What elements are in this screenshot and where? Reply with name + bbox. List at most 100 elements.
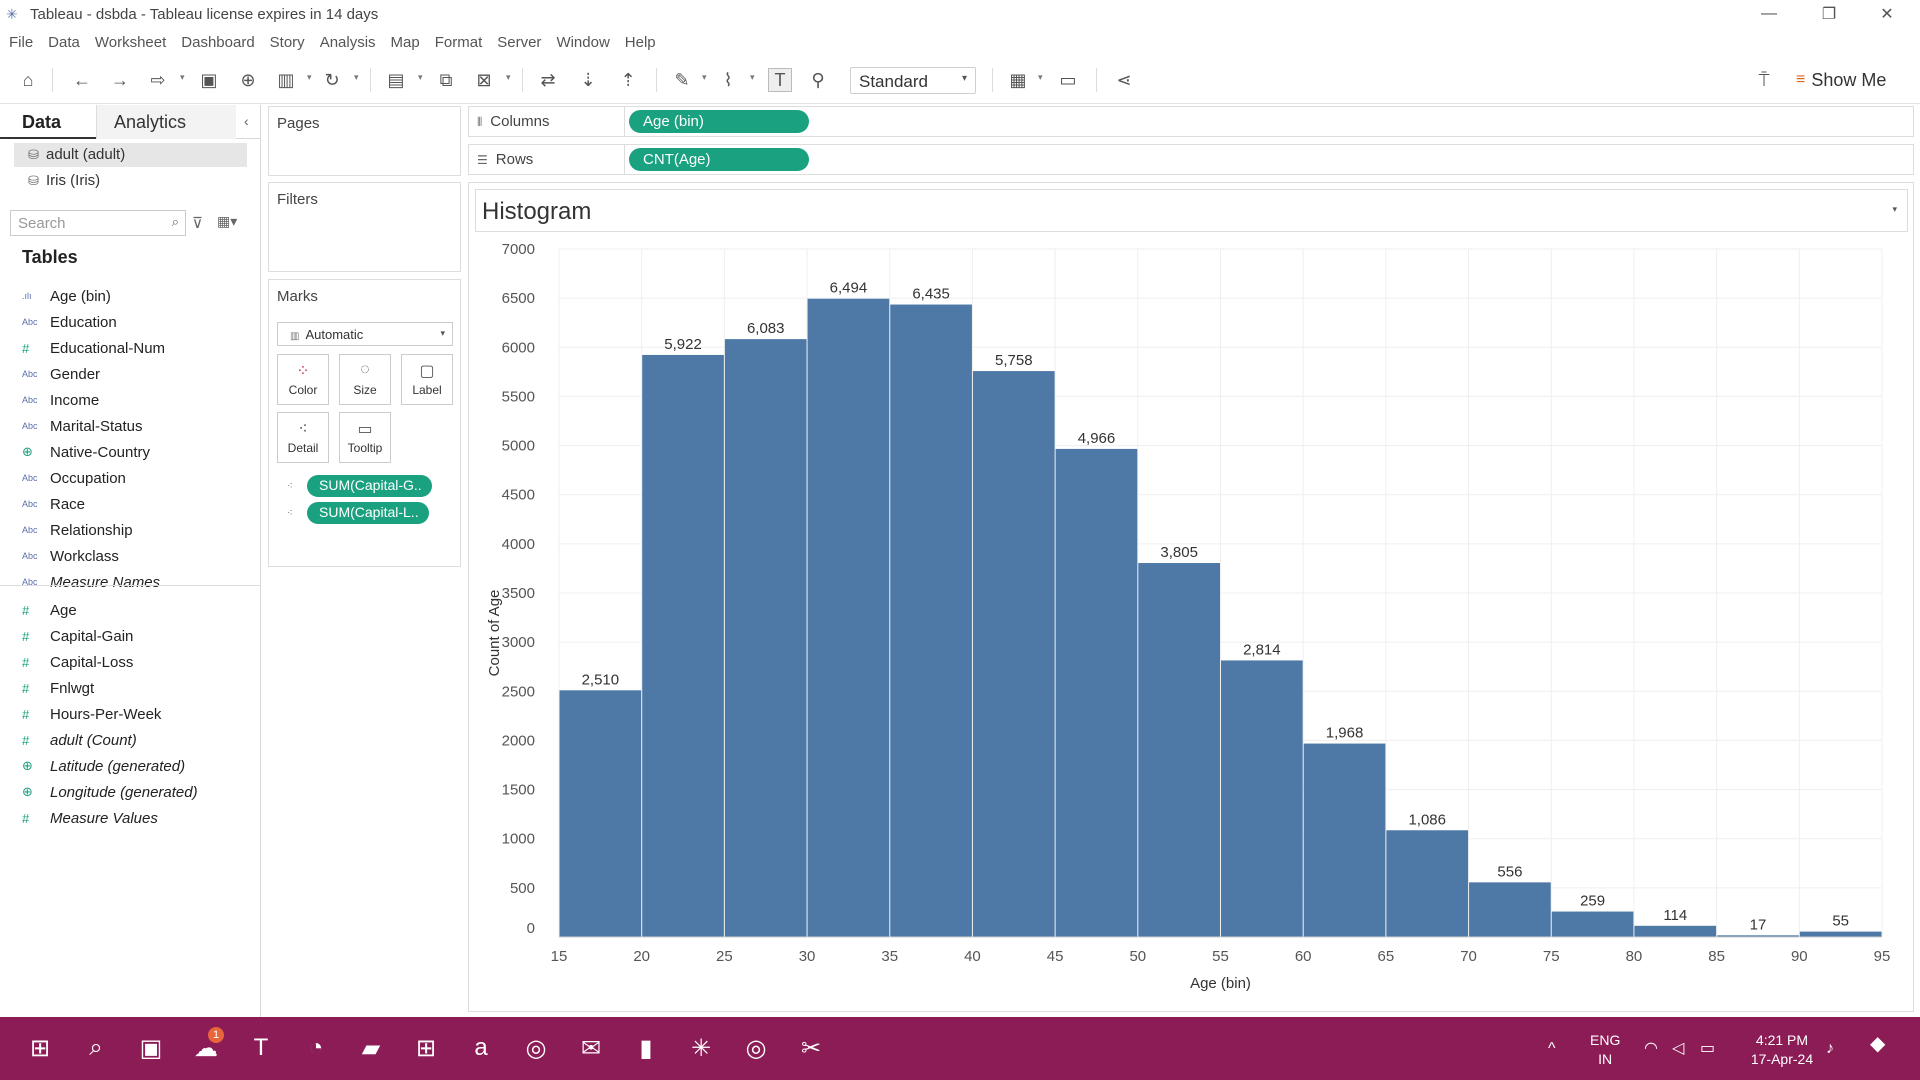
field-race[interactable]: Abc Race [22, 493, 85, 515]
field-measure-values[interactable]: # Measure Values [22, 807, 158, 829]
refresh-icon[interactable]: ↻ [324, 69, 340, 90]
menu-map[interactable]: Map [390, 33, 420, 51]
amazon-icon[interactable]: a [474, 1034, 488, 1061]
group-members-icon[interactable]: ⌇ [723, 69, 733, 90]
datasource-iris[interactable]: ⛁ Iris (Iris) [14, 169, 247, 193]
chevron-up-icon[interactable]: ^ [1548, 1040, 1556, 1057]
menu-help[interactable]: Help [624, 33, 656, 51]
field-education[interactable]: Abc Education [22, 311, 117, 333]
menu-analysis[interactable]: Analysis [319, 33, 376, 51]
color-button[interactable]: ⁘ Color [277, 354, 329, 405]
histogram-bar[interactable] [1138, 563, 1220, 937]
field-occupation[interactable]: Abc Occupation [22, 467, 126, 489]
undo-icon[interactable]: ← [73, 69, 91, 90]
tab-data[interactable]: Data [0, 105, 96, 139]
view-options-icon[interactable]: ▦▾ [217, 213, 238, 229]
detail-button[interactable]: ⁖ Detail [277, 412, 329, 463]
teams-icon[interactable]: T [253, 1034, 269, 1061]
menu-data[interactable]: Data [48, 33, 80, 51]
filter-icon[interactable]: ⊽ [192, 215, 203, 232]
field-income[interactable]: Abc Income [22, 389, 99, 411]
menu-worksheet[interactable]: Worksheet [94, 33, 167, 51]
wifi-icon[interactable]: ◠ [1644, 1040, 1658, 1057]
chevron-down-icon[interactable]: ▾ [506, 72, 511, 82]
chevron-down-icon[interactable]: ▾ [750, 72, 755, 82]
tableau-icon[interactable]: ✳ [690, 1034, 712, 1062]
menu-window[interactable]: Window [556, 33, 610, 51]
field-adult-count[interactable]: # adult (Count) [22, 729, 137, 751]
field-native-country[interactable]: ⊕ Native-Country [22, 441, 150, 463]
chevron-down-icon[interactable]: ▾ [702, 72, 707, 82]
field-relationship[interactable]: Abc Relationship [22, 519, 133, 541]
chevron-down-icon[interactable]: ▾ [307, 72, 312, 82]
copilot-icon[interactable]: ◆ [1870, 1033, 1886, 1055]
histogram-bar[interactable] [1221, 660, 1303, 937]
menu-format[interactable]: Format [434, 33, 483, 51]
histogram-bar[interactable] [724, 339, 807, 937]
field-age[interactable]: # Age [22, 599, 77, 621]
chevron-down-icon[interactable]: ▾ [1038, 72, 1043, 82]
field-latitude-generated[interactable]: ⊕ Latitude (generated) [22, 755, 185, 777]
histogram-bar[interactable] [642, 354, 724, 937]
capital-gain-pill[interactable]: SUM(Capital-G.. [307, 475, 432, 497]
menu-server[interactable]: Server [497, 33, 542, 51]
share-icon[interactable]: ⋖ [1116, 69, 1132, 90]
chrome-profile-icon[interactable]: ◎ [745, 1034, 767, 1062]
highlight-icon[interactable]: ✎ [674, 69, 690, 90]
task-view-icon[interactable]: ▣ [139, 1034, 163, 1062]
field-workclass[interactable]: Abc Workclass [22, 545, 119, 567]
redo-icon[interactable]: → [111, 69, 129, 90]
field-capital-loss[interactable]: # Capital-Loss [22, 651, 133, 673]
sort-ascending-icon[interactable]: ⇣ [580, 69, 596, 90]
columns-shelf[interactable]: ⦀ Columns Age (bin) [468, 106, 1914, 137]
pages-card[interactable]: Pages [268, 106, 461, 176]
field-capital-gain[interactable]: # Capital-Gain [22, 625, 133, 647]
view-title-box[interactable]: Histogram ▾ [475, 189, 1908, 232]
windows-start-icon[interactable]: ⊞ [29, 1034, 51, 1062]
power-bi-icon[interactable]: ▮ [639, 1034, 653, 1062]
volume-icon[interactable]: ◁ [1672, 1040, 1685, 1057]
show-me-button[interactable]: ≡ Show Me [1796, 68, 1886, 92]
histogram-chart[interactable]: 2,510 5,922 6,083 6,494 6,435 5,758 4,966 3,805… [469, 183, 1913, 1011]
cnt-age-pill[interactable]: CNT(Age) [629, 148, 809, 171]
chevron-down-icon[interactable]: ▾ [1892, 204, 1897, 214]
histogram-bar[interactable] [1551, 911, 1634, 937]
close-button[interactable]: ✕ [1880, 6, 1894, 23]
swap-axes-icon[interactable]: ⇄ [540, 69, 556, 90]
presentation-mode-icon[interactable]: ▭ [1059, 69, 1077, 90]
field-age-bin[interactable]: .ılı Age (bin) [22, 285, 111, 307]
chevron-down-icon[interactable]: ▾ [180, 72, 185, 82]
histogram-bar[interactable] [1386, 830, 1469, 937]
format-painter-icon[interactable]: ⍑ [1758, 69, 1770, 90]
fit-dropdown[interactable]: Standard ▾ [850, 67, 976, 94]
chevron-down-icon[interactable]: ▾ [354, 72, 359, 82]
show-cards-icon[interactable]: ▦ [1009, 69, 1027, 90]
tab-analytics[interactable]: Analytics [96, 105, 236, 139]
mark-type-dropdown[interactable]: ▥ Automatic ▾ [277, 322, 453, 346]
histogram-bar[interactable] [972, 371, 1055, 937]
data-search-input[interactable]: Search ⌕ [10, 210, 186, 236]
sort-descending-icon[interactable]: ⇡ [620, 69, 636, 90]
pause-updates-icon[interactable]: ▥ [277, 69, 295, 90]
clear-sheet-icon[interactable]: ⊠ [476, 69, 492, 90]
histogram-bar[interactable] [1469, 882, 1551, 937]
histogram-bar[interactable] [1055, 448, 1138, 937]
tooltip-button[interactable]: ▭ Tooltip [339, 412, 391, 463]
file-explorer-icon[interactable]: ▰ [361, 1034, 381, 1062]
menu-dashboard[interactable]: Dashboard [181, 33, 255, 51]
battery-icon[interactable]: ▭ [1700, 1040, 1716, 1057]
field-gender[interactable]: Abc Gender [22, 363, 100, 385]
chrome-icon[interactable]: ◎ [525, 1034, 547, 1062]
notifications-bell-icon[interactable]: ♪ [1826, 1040, 1834, 1057]
language-indicator[interactable]: ENG IN [1590, 1031, 1620, 1069]
show-mark-labels-icon[interactable]: T [768, 68, 792, 92]
home-icon[interactable]: ⌂ [22, 69, 34, 90]
rows-shelf[interactable]: ☰ Rows CNT(Age) [468, 144, 1914, 175]
age-bin-pill[interactable]: Age (bin) [629, 110, 809, 133]
collapse-pane-icon[interactable]: ‹ [244, 113, 249, 129]
pin-icon[interactable]: ⚲ [811, 69, 825, 90]
search-icon[interactable]: ⌕ [89, 1034, 103, 1061]
histogram-bar[interactable] [807, 298, 890, 938]
field-measure-names[interactable]: Abc Measure Names [22, 571, 160, 593]
field-marital-status[interactable]: Abc Marital-Status [22, 415, 143, 437]
